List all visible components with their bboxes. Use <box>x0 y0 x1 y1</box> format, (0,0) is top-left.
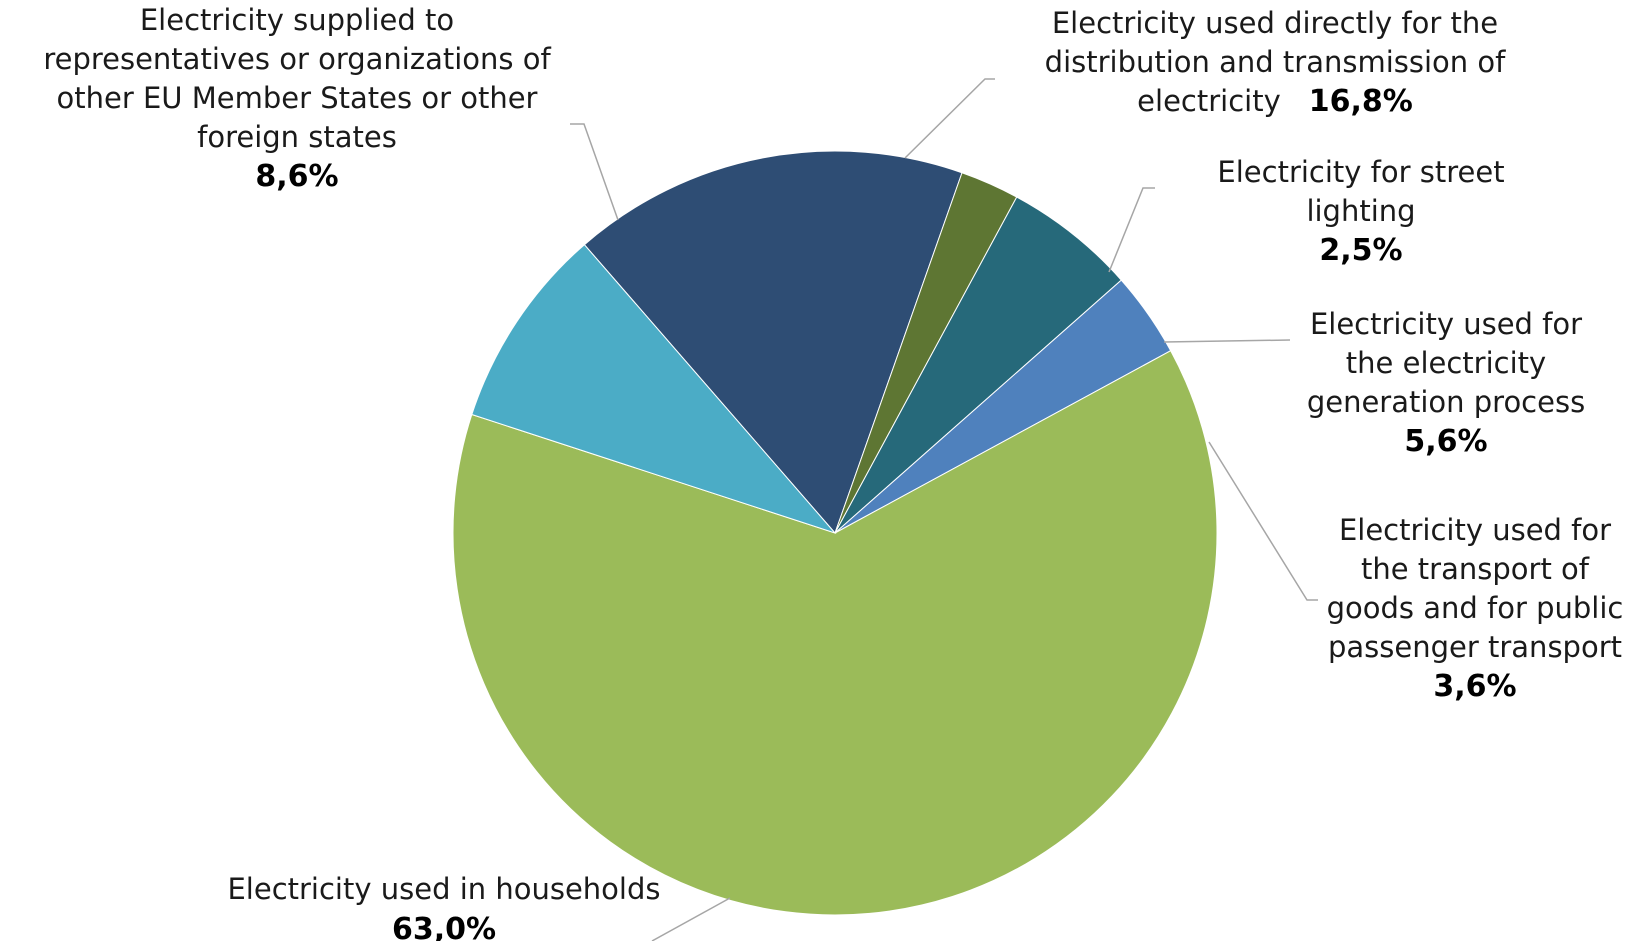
label-line: electricity <box>1137 84 1281 118</box>
value-label-households: 63,0% <box>392 912 496 941</box>
value-label-generation: 5,6% <box>1404 424 1487 459</box>
pie-slices <box>452 150 1218 916</box>
value-label-transport: 3,6% <box>1433 669 1516 704</box>
leader-line-transmission <box>904 78 995 159</box>
data-label-households: Electricity used in households 63,0% <box>227 872 660 941</box>
label-line: Electricity used in households <box>227 872 660 906</box>
leader-lines <box>570 78 1318 941</box>
label-line: lighting <box>1306 194 1415 228</box>
data-label-foreign: Electricity supplied to representatives o… <box>43 3 551 194</box>
pie-slice-foreign <box>471 243 837 535</box>
data-label-street-lighting: Electricity for street lighting 2,5% <box>1217 155 1504 268</box>
label-line: the transport of <box>1361 552 1590 586</box>
label-line: representatives or organizations of <box>43 42 551 76</box>
slice-labels: Electricity used directly for the distrib… <box>43 3 1623 941</box>
label-line: Electricity supplied to <box>140 3 454 37</box>
leader-line-transport <box>1208 441 1318 601</box>
pie-slice-generation <box>834 196 1123 534</box>
value-label-transmission: 16,8% <box>1309 84 1413 119</box>
label-text-street-lighting: Electricity for street lighting 2,5% <box>1217 155 1504 268</box>
label-line: distribution and transmission of <box>1045 45 1506 79</box>
label-line: Electricity used for <box>1310 307 1582 341</box>
label-line: generation process <box>1307 385 1585 419</box>
label-text-generation: Electricity used for the electricity gener… <box>1307 307 1585 459</box>
data-label-transport: Electricity used for the transport of good… <box>1327 513 1624 704</box>
label-text-foreign: Electricity supplied to representatives o… <box>43 3 551 194</box>
label-line: goods and for public <box>1327 591 1624 625</box>
label-text-transport: Electricity used for the transport of good… <box>1327 513 1624 704</box>
pie-slice-households <box>452 350 1218 916</box>
label-line: the electricity <box>1346 346 1546 380</box>
label-line: foreign states <box>197 120 397 154</box>
value-label-street-lighting: 2,5% <box>1319 233 1402 268</box>
leader-line-foreign <box>570 123 619 221</box>
label-line: Electricity used for <box>1339 513 1611 547</box>
leader-line-generation <box>1163 339 1291 343</box>
pie-slice-transmission <box>583 150 963 534</box>
label-line: other EU Member States or other <box>57 81 538 115</box>
data-label-generation: Electricity used for the electricity gener… <box>1307 307 1585 459</box>
data-label-transmission: Electricity used directly for the distrib… <box>1045 6 1506 119</box>
label-line: Electricity used directly for the <box>1052 6 1498 40</box>
leader-line-households <box>651 897 731 941</box>
label-line: passenger transport <box>1328 630 1622 664</box>
value-label-foreign: 8,6% <box>255 159 338 194</box>
label-text-transmission: Electricity used directly for the distrib… <box>1045 6 1506 119</box>
leader-line-street-lighting <box>1108 187 1155 273</box>
label-line: Electricity for street <box>1217 155 1504 189</box>
label-text-households: Electricity used in households 63,0% <box>227 872 660 941</box>
